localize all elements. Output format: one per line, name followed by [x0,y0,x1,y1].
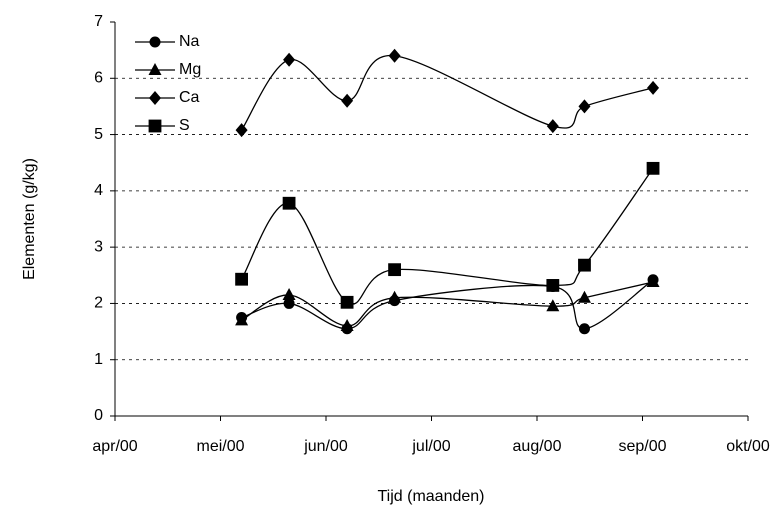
marker [282,287,296,300]
marker [235,272,248,286]
series-line [241,167,654,305]
marker [546,299,560,312]
marker [578,258,591,272]
marker [282,196,296,210]
y-tick-label: 2 [94,295,103,312]
marker [148,63,162,75]
x-tick-label: apr/00 [92,438,137,455]
x-axis-label: Tijd (maanden) [377,488,484,505]
marker [148,119,162,133]
series-line [241,55,654,131]
y-tick-label: 5 [94,126,103,143]
y-tick-label: 3 [94,238,103,255]
x-tick-label: mei/00 [196,438,244,455]
legend-label: Mg [179,61,201,78]
x-tick-label: jun/00 [303,438,348,455]
marker [577,290,591,303]
marker [235,313,249,326]
marker [388,48,401,63]
marker [388,290,402,303]
x-tick-label: sep/00 [618,438,666,455]
x-tick-label: aug/00 [513,438,562,455]
marker [235,123,248,138]
marker [388,263,401,277]
marker [149,91,161,105]
marker [283,52,296,67]
marker [341,93,354,108]
marker [340,318,354,331]
x-tick-label: jul/00 [411,438,450,455]
marker [646,275,660,288]
marker [340,295,354,309]
marker [283,297,295,309]
marker [646,161,660,175]
y-tick-label: 6 [94,70,103,87]
legend-label: Na [179,33,200,50]
y-axis-label: Elementen (g/kg) [21,158,38,280]
y-tick-label: 7 [94,13,103,30]
legend-label: Ca [179,89,200,106]
series-line [241,281,654,327]
series-line [241,279,654,330]
marker [149,36,161,48]
legend-label: S [179,117,190,134]
y-tick-label: 1 [94,351,103,368]
marker [647,80,660,95]
y-tick-label: 4 [94,182,103,199]
marker [546,279,560,292]
marker [546,119,559,134]
x-tick-label: okt/00 [726,438,770,455]
marker [578,99,591,114]
marker [578,323,590,335]
y-tick-label: 0 [94,407,103,424]
